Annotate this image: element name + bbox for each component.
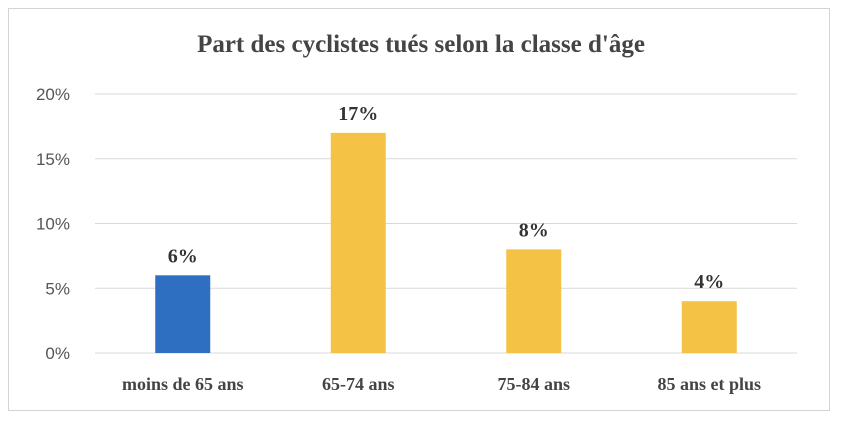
- x-category-label: moins de 65 ans: [122, 374, 244, 394]
- bar-1: [330, 132, 386, 353]
- bar-0: [155, 275, 211, 353]
- bar-2: [506, 249, 562, 353]
- x-category-label: 75-84 ans: [497, 374, 570, 394]
- bar-3: [681, 301, 737, 353]
- x-category-label: 85 ans et plus: [657, 374, 761, 394]
- chart-title: Part des cyclistes tués selon la classe …: [197, 31, 645, 58]
- y-tick-label: 15%: [36, 150, 70, 169]
- data-label: 8%: [519, 219, 549, 241]
- data-label: 17%: [338, 103, 378, 125]
- y-tick-label: 5%: [45, 279, 70, 298]
- data-label: 6%: [168, 245, 198, 267]
- y-tick-label: 20%: [36, 85, 70, 104]
- data-label: 4%: [694, 271, 724, 293]
- x-category-label: 65-74 ans: [322, 374, 395, 394]
- y-tick-label: 10%: [36, 215, 70, 234]
- y-tick-label: 0%: [45, 344, 70, 363]
